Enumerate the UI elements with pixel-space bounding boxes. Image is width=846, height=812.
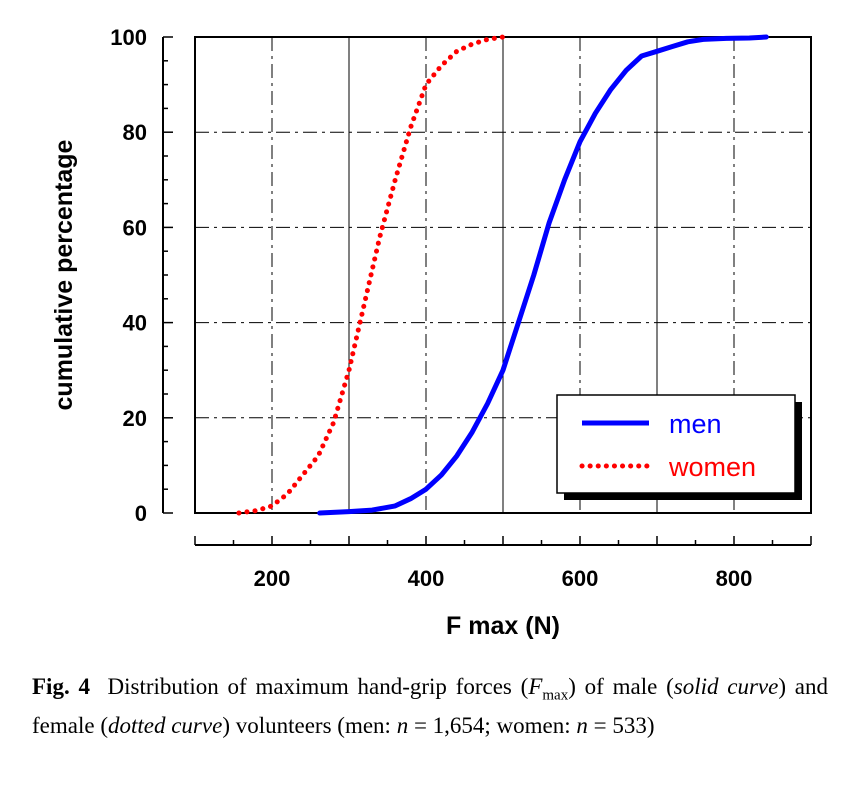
caption-label: Fig. 4: [32, 674, 90, 699]
series: [236, 34, 769, 516]
x-tick-label: 800: [716, 566, 753, 591]
caption-n1-text: = 1,654; women:: [408, 712, 577, 738]
caption-symbol-sub: max: [542, 687, 569, 704]
tick-labels: 0 20 40 60 80 100 200 400 600 800: [110, 25, 752, 591]
legend-box: [556, 394, 796, 494]
x-axis-title: F max (N): [446, 612, 560, 640]
caption-n2-text: = 533): [587, 712, 655, 738]
x-tick-label: 200: [254, 566, 291, 591]
y-tick-label: 20: [123, 406, 147, 431]
legend-label-women: women: [668, 452, 756, 482]
y-tick-label: 100: [110, 25, 147, 50]
caption-text-1: Distribution of maximum hand-grip forces…: [107, 674, 529, 699]
caption-symbol: F: [528, 674, 543, 699]
series-line-men: [317, 34, 769, 516]
y-tick-label: 80: [123, 120, 147, 145]
caption-n1-var: n: [396, 712, 409, 738]
x-tick-label: 600: [562, 566, 599, 591]
caption-text-4: ) volunteers (men:: [222, 712, 397, 738]
caption-n2-var: n: [576, 712, 588, 738]
caption-solid: solid curve: [673, 674, 779, 699]
caption-text-2: ) of male (: [568, 674, 674, 699]
y-axis-title: cumulative percentage: [50, 139, 78, 410]
caption-text-3: ) and female (: [32, 674, 828, 738]
y-tick-label: 40: [123, 311, 147, 336]
figure-caption: Fig. 4 Distribution of maximum hand-grip…: [32, 672, 828, 740]
chart: 0 20 40 60 80 100 200 400 600 800 men women F max …: [50, 25, 812, 640]
axes: [162, 36, 812, 546]
legend-label-men: men: [669, 409, 722, 439]
legend: men women: [556, 394, 802, 500]
series-line-women: [236, 34, 506, 516]
y-tick-label: 0: [135, 501, 147, 526]
y-tick-label: 60: [123, 215, 147, 240]
caption-dotted: dotted curve: [107, 712, 223, 738]
x-tick-label: 400: [408, 566, 445, 591]
